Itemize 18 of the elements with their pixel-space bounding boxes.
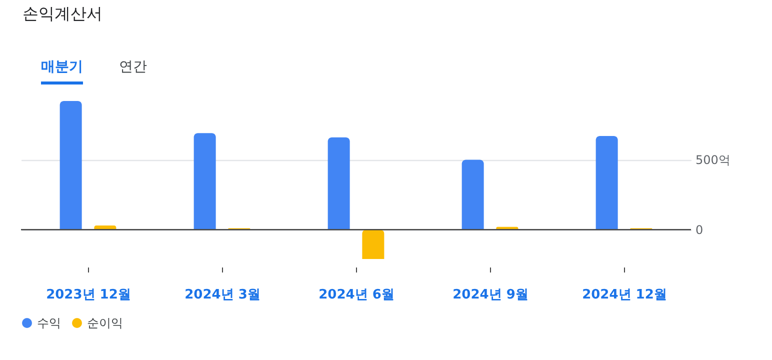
x-tick-label: 2024년 12월 xyxy=(582,288,667,302)
bar xyxy=(596,136,618,230)
x-tick-label: 2024년 3월 xyxy=(184,288,260,302)
bar xyxy=(328,137,350,230)
x-tick-label: 2024년 9월 xyxy=(452,288,528,302)
chart-title: 손익계산서 xyxy=(22,4,102,23)
y-tick-label: 0 xyxy=(696,223,704,238)
bar xyxy=(462,160,484,230)
legend-label: 순이익 xyxy=(87,316,123,330)
x-tick-label: 2024년 6월 xyxy=(318,288,394,302)
bar xyxy=(60,101,82,230)
legend-label: 수익 xyxy=(37,316,61,330)
bar xyxy=(362,230,384,259)
text: 매분기 xyxy=(41,59,83,75)
text: 연간 xyxy=(119,59,147,75)
bar xyxy=(194,133,216,230)
x-tick-label: 2023년 12월 xyxy=(46,288,131,302)
y-tick-label: 500억 xyxy=(696,153,730,168)
